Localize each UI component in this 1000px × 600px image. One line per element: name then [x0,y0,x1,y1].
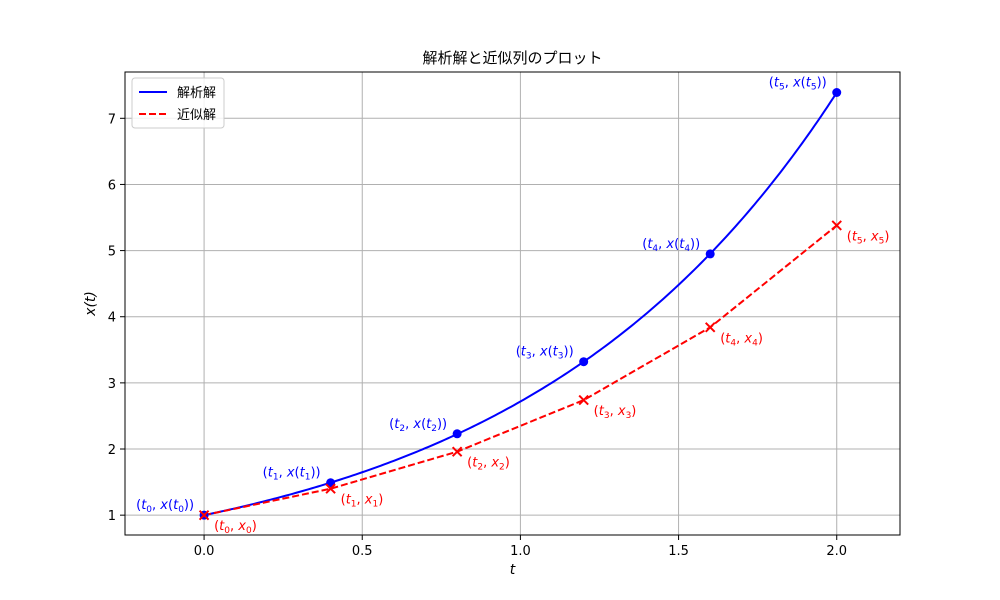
legend-box [131,77,225,129]
analytic-point-label: (t1, x(t1)) [263,466,321,483]
approximation-point [451,446,463,457]
approximation-point [704,322,716,333]
approximation-point [325,483,336,494]
y-tick-label: 3 [108,377,116,392]
approximation-point [578,394,589,406]
x-axis-label: t [510,562,516,578]
y-tick-label: 5 [108,245,116,260]
analytic-point [832,88,842,98]
analytic-point-label: (t3, x(t3)) [516,345,574,362]
approximation-point-label: (t1, x1) [341,493,384,510]
ticks-layer: 0.0 0.5 1.0 1.5 2.0 1 2 3 4 5 6 7 [108,112,847,559]
x-tick-label: 0.0 [194,544,215,559]
analytic-point-label: (t4, x(t4)) [642,237,700,254]
y-axis-label: x(t) [83,291,99,317]
chart-title: 解析解と近似列のプロット [422,49,602,67]
approximation-point [198,509,210,521]
analytic-point [326,478,336,488]
approximation-point [831,220,842,231]
analytic-point [452,429,462,439]
y-tick-label: 1 [108,509,116,524]
approximation-point-label: (t3, x3) [594,404,637,421]
x-tick-label: 1.0 [510,544,531,559]
analytic-point [579,357,589,367]
analytic-solution-line [203,92,838,517]
legend: 解析解 近似解 [131,77,225,129]
x-tick-label: 0.5 [352,544,373,559]
approximation-line [203,224,838,517]
analytic-point-label: (t2, x(t2)) [389,417,447,434]
series-layer [198,88,842,521]
legend-label-analytic: 解析解 [177,86,216,101]
y-tick-label: 6 [108,178,116,193]
analytic-point-label: (t0, x(t0)) [136,498,194,515]
point-labels-layer: (t0, x(t0)) (t1, x(t1)) (t2, x(t2)) (t3, x(… [136,76,889,537]
y-tick-label: 4 [108,311,116,326]
y-tick-label: 2 [108,443,116,458]
approximation-point-label: (t4, x4) [720,331,763,348]
plot-frame [124,71,901,536]
approximation-point-label: (t5, x5) [847,229,890,246]
analytic-point [705,249,715,259]
x-tick-label: 2.0 [826,544,847,559]
approximation-point-label: (t2, x2) [467,456,510,473]
y-tick-label: 7 [108,112,116,127]
legend-label-approx: 近似解 [177,108,216,123]
x-tick-label: 1.5 [668,544,689,559]
approximation-point-label: (t0, x0) [214,519,257,536]
analytic-point-label: (t5, x(t5)) [769,76,827,93]
